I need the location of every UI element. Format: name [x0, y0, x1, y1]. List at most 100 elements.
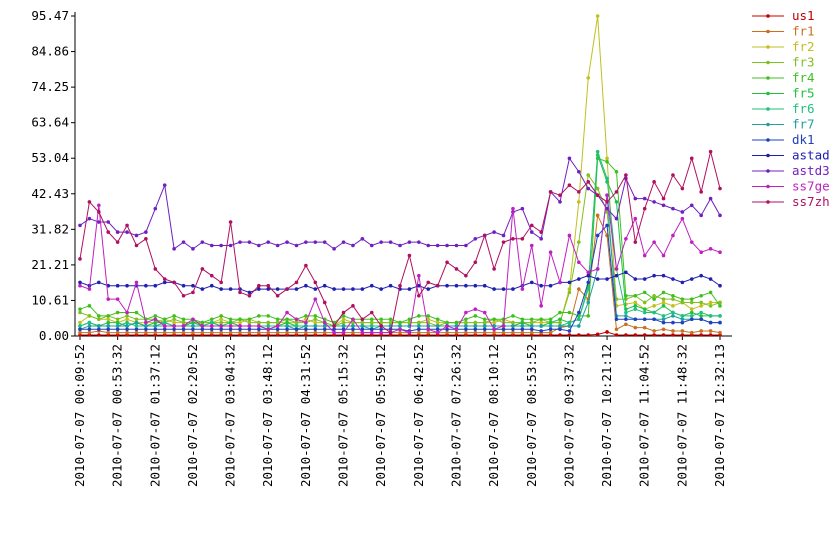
data-point: [191, 317, 195, 322]
data-point: [275, 330, 280, 335]
legend-label: fr3: [792, 55, 815, 70]
data-point: [275, 324, 280, 328]
legend-label: fr6: [792, 101, 815, 116]
data-point: [144, 320, 148, 325]
data-point: [680, 280, 685, 285]
data-point: [341, 324, 346, 328]
data-point: [417, 320, 421, 325]
data-point: [275, 293, 280, 298]
data-point: [642, 277, 647, 281]
data-point: [341, 317, 346, 322]
data-point: [144, 330, 148, 335]
data-point: [417, 283, 421, 288]
data-point: [642, 307, 647, 311]
data-point: [257, 314, 261, 318]
data-point: [78, 257, 82, 261]
data-point: [209, 324, 214, 328]
data-point: [304, 324, 308, 328]
data-point: [539, 230, 543, 234]
data-point: [379, 327, 383, 332]
data-point: [407, 253, 412, 258]
data-point: [661, 320, 666, 325]
data-point: [577, 200, 581, 204]
data-point: [548, 320, 553, 325]
data-point: [567, 333, 572, 337]
data-point: [699, 304, 703, 308]
data-point: [238, 327, 242, 332]
data-point: [520, 287, 525, 291]
data-point: [388, 330, 393, 335]
data-point: [595, 267, 600, 271]
x-tick-label: 2010-07-07 05:59:12: [373, 344, 388, 487]
data-point: [577, 310, 581, 315]
data-point: [529, 324, 534, 328]
data-point: [351, 330, 355, 335]
data-point: [304, 330, 308, 335]
data-point: [115, 330, 120, 335]
data-point: [172, 327, 176, 332]
data-point: [558, 193, 562, 198]
data-point: [78, 283, 82, 288]
data-point: [426, 280, 431, 285]
data-point: [426, 243, 431, 248]
data-point: [614, 267, 619, 271]
data-point: [614, 327, 619, 332]
data-point: [78, 327, 82, 332]
data-point: [398, 324, 402, 328]
data-point: [275, 243, 280, 248]
data-point: [445, 283, 449, 288]
data-point: [689, 307, 694, 311]
data-point: [219, 324, 223, 328]
data-point: [699, 250, 703, 255]
data-point: [680, 210, 685, 214]
data-point: [482, 320, 487, 325]
data-point: [87, 330, 92, 335]
data-point: [162, 327, 167, 332]
data-point: [501, 330, 506, 335]
data-point: [661, 253, 666, 258]
data-point: [445, 324, 449, 328]
data-point: [87, 287, 92, 291]
data-point: [87, 324, 92, 328]
data-point: [426, 327, 431, 332]
data-point: [78, 307, 82, 311]
data-point: [162, 183, 167, 187]
data-point: [134, 317, 139, 322]
data-point: [586, 314, 591, 318]
series: [78, 149, 722, 335]
data-point: [266, 330, 271, 335]
data-point: [106, 230, 111, 234]
data-point: [228, 324, 233, 328]
data-point: [87, 320, 92, 325]
data-point: [78, 330, 82, 335]
data-point: [228, 320, 233, 325]
data-point: [200, 320, 205, 325]
data-point: [162, 330, 167, 335]
data-point: [106, 324, 111, 328]
data-point: [652, 317, 656, 322]
data-point: [322, 327, 327, 332]
legend-label: astad: [792, 148, 830, 163]
data-point: [97, 333, 101, 337]
data-point: [652, 297, 656, 301]
data-point: [351, 304, 355, 308]
data-point: [407, 330, 412, 335]
data-point: [172, 330, 176, 335]
data-point: [633, 277, 638, 281]
data-point: [115, 320, 120, 325]
data-point: [473, 314, 478, 318]
data-point: [181, 330, 186, 335]
series: [78, 213, 722, 335]
data-point: [680, 297, 685, 301]
data-point: [125, 310, 129, 315]
y-tick-label: 84.86: [31, 44, 69, 59]
data-point: [586, 300, 591, 305]
y-tick-label: 74.25: [31, 79, 69, 94]
data-point: [191, 324, 195, 328]
data-point: [708, 314, 713, 318]
data-point: [520, 206, 525, 211]
data-point: [87, 314, 92, 318]
data-point: [567, 310, 572, 315]
data-point: [417, 330, 421, 335]
data-point: [492, 267, 496, 271]
